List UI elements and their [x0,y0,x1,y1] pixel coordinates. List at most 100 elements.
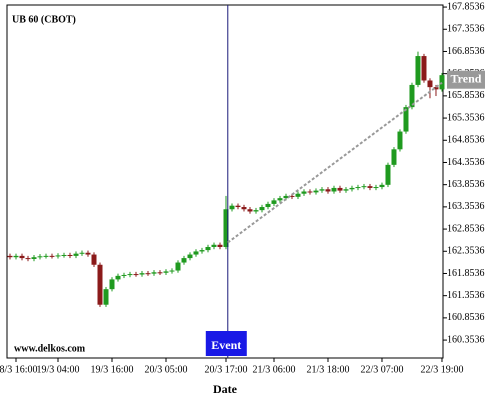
candle-body [265,203,271,208]
candle-body [199,250,205,252]
candle-body [121,274,127,276]
candle-body [13,255,19,258]
candle-body [61,254,67,256]
y-tick-label: 164.8536 [447,135,485,146]
candle-body [85,252,91,255]
candle-body [55,255,61,257]
candle-body [37,256,43,258]
candle-body [277,198,283,201]
candle-body [385,164,391,185]
x-tick-label: 18/3 16:00 [0,364,38,375]
candle-body [115,275,121,280]
watermark: www.delkos.com [14,343,86,354]
candle-body [211,244,217,247]
candle-body [427,80,433,88]
candle-body [247,209,253,212]
candle-body [19,255,25,259]
trend-line [227,81,443,244]
x-tick-label: 22/3 07:00 [360,364,403,375]
candle-body [97,264,103,305]
candle-body [433,87,439,90]
candle-body [331,187,337,192]
x-tick-label: 21/3 06:00 [252,364,295,375]
candle-body [49,255,55,257]
candle-body [163,271,169,273]
candle-body [259,207,265,211]
candle-body [367,186,373,188]
candle-body [103,289,109,305]
y-tick-label: 163.8536 [447,179,485,190]
y-tick-label: 166.8536 [447,46,485,57]
x-axis-label: Date [213,382,238,396]
candle-body [145,273,151,275]
candle-body [325,189,331,192]
y-tick-label: 161.8536 [447,268,485,279]
x-tick-label: 19/3 04:00 [36,364,79,375]
y-tick-label: 167.8536 [447,1,485,12]
chart-title: UB 60 (CBOT) [12,14,76,25]
candle-body [157,272,163,274]
candle-body [73,253,79,256]
candle-body [175,262,181,271]
y-tick-label: 163.3536 [447,201,485,212]
candle-body [7,255,13,258]
candle-body [409,84,415,108]
candle-body [235,205,241,208]
candle-body [229,205,235,210]
trend-label: Trend [451,71,482,85]
candle-body [205,246,211,251]
x-tick-label: 21/3 18:00 [306,364,349,375]
candle-body [127,274,133,276]
candle-body [355,187,361,189]
candle-body [67,254,73,256]
candle-body [43,255,49,257]
candle-body [217,244,223,247]
candle-body [391,149,397,165]
candle-body [241,207,247,210]
y-tick-label: 160.3536 [447,334,485,345]
candle-body [133,274,139,276]
candle-body [79,252,85,254]
candle-body [187,254,193,259]
y-tick-label: 165.3536 [447,112,485,123]
x-tick-label: 20/3 17:00 [204,364,247,375]
y-tick-label: 167.3536 [447,24,485,35]
candle-body [349,187,355,190]
candle-body [25,258,31,260]
candle-body [319,189,325,191]
candle-body [271,200,277,204]
y-tick-label: 162.8536 [447,223,485,234]
candle-body [373,187,379,189]
y-tick-label: 161.3536 [447,290,485,301]
candle-body [223,209,229,247]
candle-body [421,56,427,81]
candle-body [181,258,187,263]
candle-body [169,270,175,272]
candle-body [295,193,301,197]
event-label: Event [211,338,241,352]
candle-body [415,56,421,85]
candle-body [397,131,403,150]
x-tick-label: 22/3 19:00 [420,364,463,375]
candle-body [283,195,289,199]
candle-body [313,190,319,193]
candle-body [403,107,409,132]
candle-body [301,191,307,194]
y-tick-label: 160.8536 [447,312,485,323]
candle-body [307,191,313,193]
y-tick-label: 164.3536 [447,157,485,168]
candle-body [139,273,145,275]
candle-body [253,210,259,212]
event-box [205,331,247,356]
candle-body [289,195,295,197]
trend-box [447,70,485,89]
candle-body [337,187,343,191]
x-tick-label: 20/3 05:00 [144,364,187,375]
candle-body [343,189,349,191]
y-tick-label: 162.3536 [447,246,485,257]
x-tick-label: 19/3 16:00 [90,364,133,375]
y-tick-label: 165.8536 [447,90,485,101]
candle-body [91,254,97,265]
candle-body [109,279,115,290]
